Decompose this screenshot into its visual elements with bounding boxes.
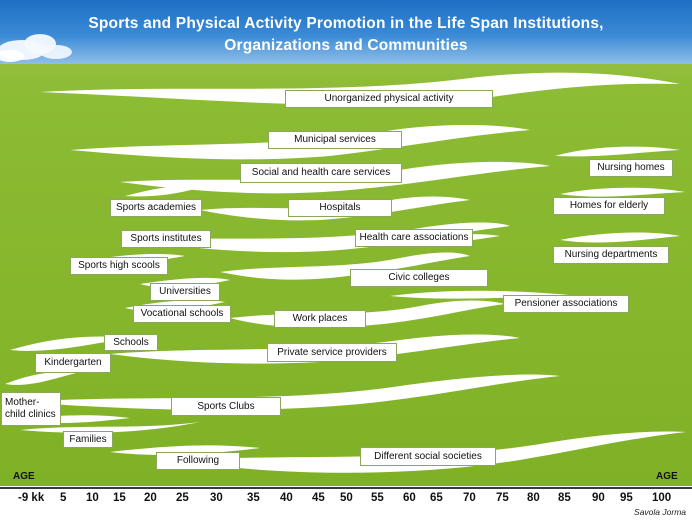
swoosh-civic [220, 252, 470, 280]
age-tick: 30 [210, 492, 223, 504]
label-mother-child-clinics: Mother-child clinics [1, 392, 61, 426]
label-private-service-providers: Private service providers [267, 343, 397, 362]
age-tick: 25 [176, 492, 189, 504]
title-line-2: Organizations and Communities [224, 37, 468, 54]
age-tick: -9 kk [18, 492, 45, 504]
age-tick: 90 [592, 492, 605, 504]
label-universities: Universities [150, 283, 220, 301]
age-tick: 75 [496, 492, 509, 504]
label-sports-high-scools: Sports high scools [70, 257, 168, 275]
label-social-health-care: Social and health care services [240, 163, 402, 183]
age-tick: 50 [340, 492, 353, 504]
cloud-icon [0, 34, 72, 62]
author-credit: Savola Jorma [634, 507, 686, 517]
label-work-places: Work places [274, 310, 366, 328]
title-line-1: Sports and Physical Activity Promotion i… [88, 15, 604, 32]
swoosh-elderly [560, 187, 685, 197]
label-different-social-societies: Different social societies [360, 447, 496, 466]
swoosh-nursing-depts [560, 232, 680, 243]
age-tick: 35 [247, 492, 260, 504]
swoosh-academies [125, 185, 205, 197]
swoosh-nursing-homes [555, 146, 680, 157]
label-pensioner-associations: Pensioner associations [503, 295, 629, 313]
age-tick: 40 [280, 492, 293, 504]
label-kindergarten: Kindergarten [35, 353, 111, 373]
age-tick: 55 [371, 492, 384, 504]
swoosh-schools [10, 336, 130, 351]
age-tick: 5 [60, 492, 67, 504]
swoosh-unorganized [40, 72, 680, 105]
swoosh-clubs [20, 374, 560, 410]
age-axis-line [0, 487, 692, 489]
swoosh-societies [170, 431, 686, 473]
age-tick: 95 [620, 492, 633, 504]
label-health-care-associations: Health care associations [355, 229, 473, 247]
label-civic-colleges: Civic colleges [350, 269, 488, 287]
swoosh-following [110, 445, 260, 455]
label-homes-for-elderly: Homes for elderly [553, 197, 665, 215]
label-schools: Schools [104, 334, 158, 351]
age-tick: 70 [463, 492, 476, 504]
age-label-right: AGE [656, 471, 678, 482]
label-sports-institutes: Sports institutes [121, 230, 211, 248]
label-unorganized-physical-activity: Unorganized physical activity [285, 90, 493, 108]
label-sports-clubs: Sports Clubs [171, 397, 281, 416]
label-sports-academies: Sports academies [110, 199, 202, 217]
label-families: Families [63, 431, 113, 448]
age-label-left: AGE [13, 471, 35, 482]
swoosh-families [20, 422, 200, 433]
age-tick: 45 [312, 492, 325, 504]
label-vocational-schools: Vocational schools [133, 305, 231, 323]
age-tick: 80 [527, 492, 540, 504]
label-nursing-homes: Nursing homes [589, 159, 673, 177]
label-hospitals: Hospitals [288, 199, 392, 217]
age-tick: 10 [86, 492, 99, 504]
swoosh-kindergarten [5, 371, 80, 385]
label-nursing-departments: Nursing departments [553, 246, 669, 264]
age-axis-bar [0, 486, 692, 520]
age-tick: 85 [558, 492, 571, 504]
label-municipal-services: Municipal services [268, 131, 402, 149]
age-tick: 20 [144, 492, 157, 504]
age-tick: 100 [652, 492, 672, 504]
swoosh-layer [0, 0, 692, 490]
age-tick: 65 [430, 492, 443, 504]
age-tick: 15 [113, 492, 126, 504]
label-following: Following [156, 452, 240, 470]
age-tick: 60 [403, 492, 416, 504]
swoosh-work [230, 300, 505, 328]
sky-band [0, 0, 692, 64]
